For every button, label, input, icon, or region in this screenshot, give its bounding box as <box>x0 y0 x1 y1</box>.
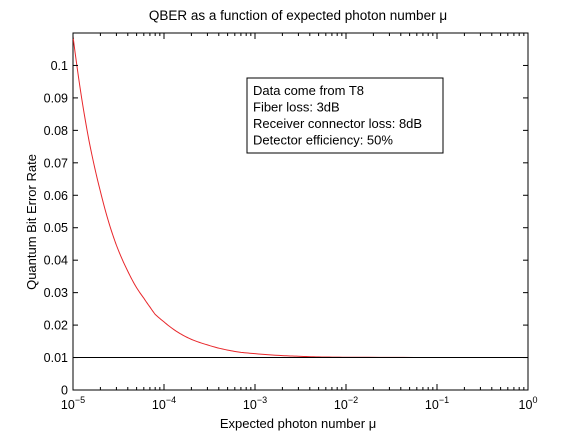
qber-curve <box>72 36 528 359</box>
y-tick-label: 0.05 <box>44 221 68 235</box>
y-tick-label: 0.07 <box>44 156 68 170</box>
x-tick-label: 10−3 <box>243 395 267 412</box>
ticks-layer: 0 0.01 0.02 0.03 0.04 0.05 0.06 0.07 0.08 0.09 0.1… <box>44 33 538 412</box>
x-tick-label: 10−5 <box>61 395 85 412</box>
annotation-line-2: Fiber loss: 3dB <box>253 100 340 115</box>
plot-area: 0 0.01 0.02 0.03 0.04 0.05 0.06 0.07 0.08 0.09 0.1… <box>44 32 538 412</box>
series-layer <box>72 36 528 359</box>
y-tick-label: 0.04 <box>44 254 68 268</box>
annotation-layer: Data come from T8 Fiber loss: 3dB Receiv… <box>246 77 444 154</box>
annotation-line-1: Data come from T8 <box>253 83 364 98</box>
y-tick-label: 0.08 <box>44 124 68 138</box>
x-tick-label: 100 <box>519 395 538 412</box>
annotation-line-4: Detector efficiency: 50% <box>253 133 393 148</box>
x-tick-label: 10−4 <box>152 395 176 412</box>
annotation-box <box>246 77 444 154</box>
y-tick-label: 0.06 <box>44 189 68 203</box>
x-tick-label: 10−2 <box>334 395 358 412</box>
y-axis-label: Quantum Bit Error Rate <box>24 154 39 290</box>
y-tick-label: 0.09 <box>44 91 68 105</box>
y-tick-label: 0.03 <box>44 286 68 300</box>
x-tick-label: 10−1 <box>425 395 449 412</box>
chart-title: QBER as a function of expected photon nu… <box>149 8 447 23</box>
x-axis-label: Expected photon number μ <box>220 416 376 431</box>
annotation-line-3: Receiver connector loss: 8dB <box>253 116 422 131</box>
y-tick-label: 0.02 <box>44 319 68 333</box>
y-tick-label: 0.1 <box>51 59 68 73</box>
y-tick-label: 0.01 <box>44 351 68 365</box>
y-tick-label: 0 <box>61 384 68 398</box>
